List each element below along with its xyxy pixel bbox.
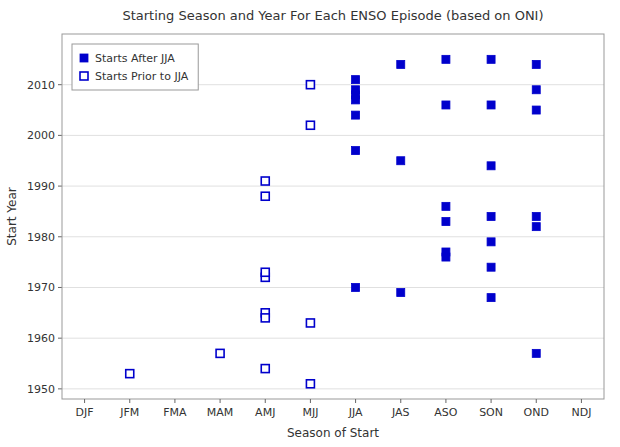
point: [487, 294, 495, 302]
point: [532, 223, 540, 231]
point: [261, 177, 269, 185]
chart: Starting Season and Year For Each ENSO E…: [0, 0, 620, 447]
x-tick: [355, 399, 356, 403]
x-tick: [84, 399, 85, 403]
y-tick: [58, 388, 62, 389]
legend-label: Starts Prior to JJA: [95, 70, 189, 83]
x-tick-label: MJJ: [302, 406, 318, 419]
point: [442, 253, 450, 261]
x-tick-label: MAM: [207, 406, 234, 419]
point: [261, 365, 269, 373]
y-tick-label: 1990: [27, 180, 55, 193]
point: [397, 289, 405, 297]
grid-line: [62, 287, 604, 288]
point: [306, 81, 314, 89]
point: [487, 263, 495, 271]
point: [352, 111, 360, 119]
y-tick: [58, 84, 62, 85]
point: [487, 238, 495, 246]
point: [352, 96, 360, 104]
y-tick-label: 2010: [27, 79, 55, 92]
point: [216, 349, 224, 357]
legend-swatch: [80, 72, 88, 80]
y-axis-label: Start Year: [5, 187, 19, 246]
point: [261, 268, 269, 276]
legend-label: Starts After JJA: [95, 52, 175, 65]
x-tick-label: JAS: [391, 406, 410, 419]
x-tick-label: JFM: [119, 406, 139, 419]
x-tick-label: SON: [479, 406, 503, 419]
y-tick: [58, 287, 62, 288]
x-tick: [445, 399, 446, 403]
x-tick: [310, 399, 311, 403]
plot-area: [126, 55, 541, 387]
grid-line: [62, 135, 604, 136]
point: [442, 55, 450, 63]
grid-line: [62, 186, 604, 187]
point: [532, 349, 540, 357]
point: [487, 55, 495, 63]
point: [352, 283, 360, 291]
y-tick-label: 1960: [27, 332, 55, 345]
title: Starting Season and Year For Each ENSO E…: [122, 8, 543, 23]
point: [126, 370, 134, 378]
x-tick-label: FMA: [163, 406, 187, 419]
plot-frame: [62, 34, 604, 399]
x-tick: [174, 399, 175, 403]
x-tick: [129, 399, 130, 403]
x-tick: [536, 399, 537, 403]
x-axis-label: Season of Start: [287, 426, 379, 440]
x-tick: [220, 399, 221, 403]
x-tick-label: JJA: [348, 406, 363, 419]
point: [487, 101, 495, 109]
x-tick: [581, 399, 582, 403]
y-tick-label: 2000: [27, 129, 55, 142]
x-tick: [265, 399, 266, 403]
x-tick: [400, 399, 401, 403]
point: [397, 157, 405, 165]
y-tick-label: 1980: [27, 231, 55, 244]
point: [487, 213, 495, 221]
grid-line: [62, 236, 604, 237]
x-tick-label: ASO: [434, 406, 458, 419]
x-tick-label: NDJ: [571, 406, 591, 419]
y-tick-label: 1950: [27, 383, 55, 396]
point: [532, 213, 540, 221]
x-tick-label: AMJ: [255, 406, 275, 419]
series: [126, 81, 315, 388]
series: [352, 55, 541, 357]
grid-line: [62, 338, 604, 339]
y-tick: [58, 186, 62, 187]
point: [352, 76, 360, 84]
point: [487, 162, 495, 170]
x-tick-label: OND: [524, 406, 549, 419]
point: [306, 121, 314, 129]
legend-box: [72, 44, 198, 90]
point: [261, 192, 269, 200]
point: [442, 218, 450, 226]
point: [261, 314, 269, 322]
legend: Starts After JJA Starts Prior to JJA: [72, 44, 198, 90]
point: [442, 101, 450, 109]
point: [442, 202, 450, 210]
y-tick-label: 1970: [27, 281, 55, 294]
point: [352, 147, 360, 155]
point: [532, 86, 540, 94]
point: [397, 60, 405, 68]
y-tick: [58, 236, 62, 237]
point: [532, 60, 540, 68]
grid-line: [62, 388, 604, 389]
x-tick: [491, 399, 492, 403]
point: [306, 319, 314, 327]
legend-swatch: [80, 54, 88, 62]
x-tick-label: DJF: [76, 406, 94, 419]
y-tick: [58, 338, 62, 339]
y-tick: [58, 135, 62, 136]
point: [532, 106, 540, 114]
point: [306, 380, 314, 388]
grid: [62, 85, 604, 389]
